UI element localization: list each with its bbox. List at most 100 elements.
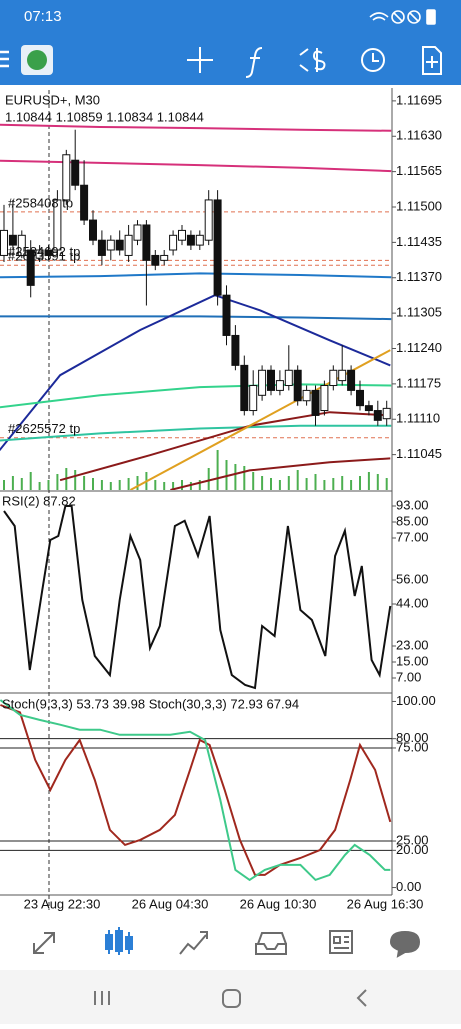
candle-body <box>267 369 275 391</box>
y-tick-label: 0.00 <box>396 879 421 894</box>
candle-body <box>106 239 115 251</box>
candle-body <box>142 224 151 261</box>
y-tick-label: 85.00 <box>396 513 429 528</box>
indicator-line <box>0 424 392 442</box>
y-tick-label: 7.00 <box>396 669 421 684</box>
candle-body <box>35 249 44 259</box>
y-tick-label: 1.11500 <box>396 198 442 213</box>
candle-body <box>284 369 293 387</box>
chat-tab[interactable] <box>389 930 421 958</box>
candle-body <box>204 199 213 241</box>
series-line <box>3 505 392 690</box>
quotes-tab[interactable] <box>33 932 55 954</box>
home-button[interactable] <box>222 989 241 1008</box>
candle-body <box>53 199 62 251</box>
order-label: #2625572 tp <box>8 421 80 436</box>
symbol-title: EURUSD+, M30 <box>5 92 100 107</box>
y-tick-label: 1.11565 <box>396 163 442 178</box>
candle-body <box>89 219 97 241</box>
bottom-nav <box>0 916 461 970</box>
series-line <box>0 699 391 882</box>
y-tick-label: 20.00 <box>396 842 429 857</box>
candle-body <box>195 234 204 246</box>
y-tick-label: 93.00 <box>396 497 429 512</box>
time-label: 23 Aug 22:30 <box>24 896 101 911</box>
candle-body <box>115 239 124 251</box>
candle-body <box>160 254 169 261</box>
candle-body <box>249 385 258 412</box>
trade-button[interactable] <box>299 48 326 72</box>
y-tick-label: 1.11045 <box>396 446 442 461</box>
history-button[interactable] <box>361 48 385 72</box>
y-tick-label: 75.00 <box>396 739 429 754</box>
stoch-title: Stoch(9,3,3) 53.73 39.98 Stoch(30,3,3) 7… <box>2 696 299 711</box>
recents-button[interactable] <box>94 991 110 1005</box>
history-tab[interactable] <box>255 932 287 955</box>
candle-body <box>71 159 80 186</box>
time-label: 26 Aug 10:30 <box>240 896 317 911</box>
candle-body <box>97 239 106 256</box>
candle-body <box>373 410 382 421</box>
trade-tab[interactable] <box>179 931 208 955</box>
candle-body <box>17 234 26 256</box>
y-tick-label: 1.11240 <box>396 340 442 355</box>
candle-body <box>364 405 373 412</box>
candle-body <box>275 380 284 391</box>
candle-body <box>178 229 186 241</box>
candle-body <box>338 369 347 382</box>
candle-body <box>329 369 338 387</box>
time-label: 26 Aug 04:30 <box>132 896 209 911</box>
y-tick-label: 1.11110 <box>396 411 440 426</box>
system-nav <box>0 970 461 1024</box>
toolbar <box>0 45 442 78</box>
order-label: #2584692 tp <box>8 244 80 259</box>
bottom-nav-icons <box>33 927 421 958</box>
rsi-title: RSI(2) 87.82 <box>2 493 76 508</box>
menu-button[interactable] <box>0 50 9 68</box>
price-panel <box>0 123 392 490</box>
time-label: 26 Aug 16:30 <box>347 896 424 911</box>
candle-body <box>124 234 133 256</box>
back-button[interactable] <box>356 989 367 1007</box>
crosshair-button[interactable] <box>187 47 213 73</box>
indicator-line <box>0 272 392 279</box>
candle-body <box>26 249 35 286</box>
chart-tab[interactable] <box>105 927 133 955</box>
news-tab[interactable] <box>329 930 353 954</box>
candle-body <box>302 389 311 402</box>
candle-body <box>222 294 231 336</box>
ohlc-text: 1.10844 1.10859 1.10834 1.10844 <box>5 109 204 124</box>
app-logo-mark <box>27 50 47 70</box>
candle-body <box>293 369 302 402</box>
candle-body <box>80 184 89 221</box>
y-tick-label: 56.00 <box>396 571 429 586</box>
candle-body <box>311 389 320 416</box>
indicator-line <box>0 315 392 321</box>
order-label: #258408 tp <box>8 195 73 210</box>
y-tick-label: 100.00 <box>396 693 436 708</box>
y-tick-label: 1.11305 <box>396 305 442 320</box>
y-tick-label: 1.11435 <box>396 234 442 249</box>
indicator-line <box>0 159 392 173</box>
y-tick-label: 15.00 <box>396 653 429 668</box>
indicator-line <box>59 411 391 482</box>
candle-body <box>44 249 53 256</box>
status-icons <box>369 9 436 25</box>
candle-body <box>213 199 222 296</box>
candle-body <box>133 224 142 241</box>
y-tick-label: 25.00 <box>396 832 429 847</box>
indicators-button[interactable] <box>245 47 263 78</box>
new-order-button[interactable] <box>422 46 442 75</box>
candle-body <box>240 364 249 412</box>
y-tick-label: 77.00 <box>396 529 429 544</box>
candle-body <box>258 369 267 396</box>
y-tick-label: 1.11175 <box>396 375 441 390</box>
y-tick-label: 1.11370 <box>396 269 442 284</box>
system-nav-buttons <box>94 989 367 1008</box>
candle-body <box>356 389 364 407</box>
indicator-line <box>129 349 391 490</box>
order-label: #2623591 tp <box>8 249 80 264</box>
indicator-line <box>0 383 392 409</box>
axes: 23 Aug 22:30 26 Aug 04:30 26 Aug 10:30 26 A… <box>24 92 442 911</box>
